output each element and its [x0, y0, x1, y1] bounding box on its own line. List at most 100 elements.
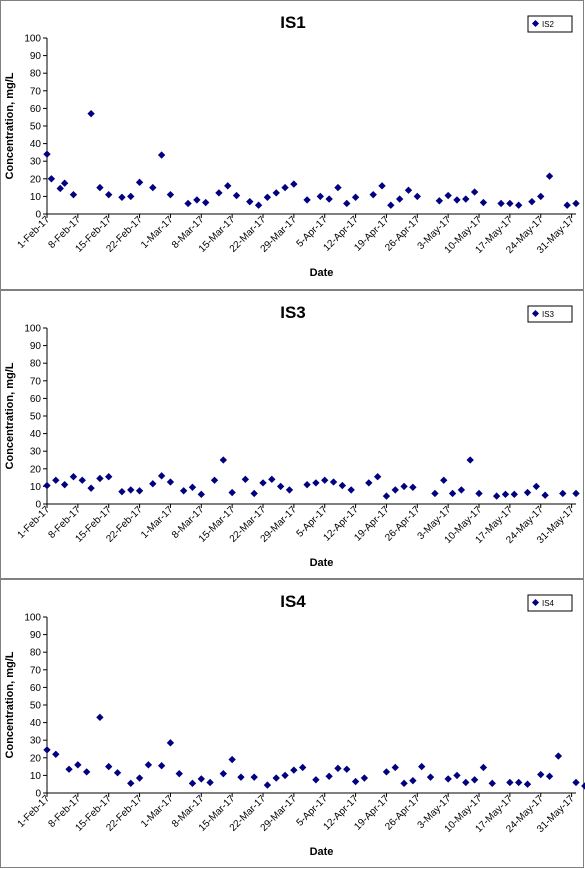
data-point — [479, 763, 488, 772]
data-point — [157, 472, 166, 480]
data-point — [74, 761, 82, 769]
legend-marker — [531, 598, 540, 607]
data-point — [43, 150, 51, 158]
data-point — [254, 201, 263, 209]
data-point — [312, 776, 320, 784]
chart-title: IS3 — [280, 303, 306, 322]
data-point — [488, 779, 496, 787]
data-point — [572, 199, 580, 208]
y-tick-label: 100 — [24, 613, 41, 624]
data-point — [409, 777, 417, 785]
data-point — [303, 480, 311, 489]
chart-svg-is1: IS1 0 10 20 30 40 50 60 70 80 90 100 Concentration, … — [4, 13, 580, 279]
y-tick-label: 20 — [30, 464, 42, 475]
y-axis-label: Concentration, mg/L — [4, 362, 16, 469]
y-tick-label: 0 — [35, 789, 41, 800]
data-point — [135, 774, 144, 782]
data-point — [312, 479, 320, 487]
data-point — [506, 778, 514, 787]
y-tick-label: 90 — [30, 341, 42, 352]
data-point — [135, 178, 144, 186]
y-axis-label: Concentration, mg/L — [4, 651, 16, 758]
data-point — [532, 482, 541, 491]
data-point — [404, 186, 413, 194]
legend: IS2 — [527, 15, 573, 33]
y-axis-label: Concentration, mg/L — [4, 72, 16, 179]
x-tick-label: 1-Feb-17 — [16, 793, 53, 830]
chart-svg-is3: IS3 0 10 20 30 40 50 60 70 80 90 100 Concentration, … — [4, 303, 580, 569]
y-tick-label: 0 — [35, 500, 41, 511]
data-point — [56, 184, 64, 193]
data-point — [448, 489, 457, 498]
data-point — [510, 490, 518, 498]
data-point — [409, 483, 417, 491]
legend-box — [527, 594, 573, 612]
data-point — [188, 483, 197, 491]
legend-box — [527, 305, 573, 323]
data-point — [400, 482, 408, 491]
data-point — [303, 196, 311, 204]
data-point — [325, 772, 333, 780]
data-point — [144, 761, 153, 769]
data-point — [78, 476, 86, 484]
y-tick-label: 70 — [30, 665, 42, 676]
data-point — [228, 755, 236, 764]
x-axis-label: Date — [310, 267, 334, 279]
y-tick-label: 10 — [30, 192, 42, 203]
data-point — [541, 491, 549, 499]
data-point — [206, 778, 214, 787]
x-tick-label: 1-Mar-17 — [139, 214, 176, 251]
legend-label: IS3 — [542, 310, 555, 319]
data-point — [276, 482, 285, 491]
data-point — [118, 193, 126, 201]
data-point — [179, 487, 188, 495]
data-point — [387, 201, 395, 209]
data-point — [197, 775, 205, 783]
data-point — [523, 780, 532, 788]
data-point — [351, 193, 360, 201]
data-point — [246, 198, 254, 206]
data-point — [250, 489, 258, 498]
data-point — [325, 195, 333, 203]
data-point — [528, 198, 536, 206]
data-point — [334, 183, 342, 192]
data-point — [515, 201, 523, 209]
data-point — [202, 198, 210, 207]
y-tick-label: 100 — [24, 34, 41, 45]
data-point — [563, 201, 571, 209]
data-point — [43, 481, 51, 490]
data-point — [572, 778, 580, 787]
data-point — [347, 486, 355, 494]
x-axis-label: Date — [310, 846, 334, 858]
y-tick-label: 100 — [24, 324, 41, 335]
data-point — [426, 773, 435, 781]
data-point — [43, 746, 51, 754]
data-point — [453, 771, 461, 780]
data-point — [237, 773, 245, 781]
data-point — [69, 190, 78, 199]
y-tick-label: 90 — [30, 51, 42, 62]
y-tick-label: 80 — [30, 648, 42, 659]
y-tick-label: 40 — [30, 429, 42, 440]
data-point — [281, 183, 289, 192]
data-point — [215, 189, 223, 197]
data-point — [259, 479, 267, 487]
data-point — [241, 475, 250, 484]
data-point — [224, 182, 232, 190]
data-point — [166, 478, 175, 486]
data-point — [232, 191, 241, 200]
y-tick-label: 20 — [30, 753, 42, 764]
data-point — [475, 489, 483, 498]
data-point — [96, 183, 104, 192]
chart-panel-is3: IS3 0 10 20 30 40 50 60 70 80 90 100 Concentration, … — [0, 290, 584, 579]
data-point — [373, 473, 382, 481]
data-point — [466, 456, 474, 464]
data-point — [343, 199, 351, 208]
data-point — [581, 782, 585, 790]
data-point — [545, 772, 554, 780]
data-point — [69, 473, 78, 481]
legend-label: IS4 — [542, 599, 555, 608]
y-tick-label: 70 — [30, 376, 42, 387]
data-point — [497, 199, 505, 208]
